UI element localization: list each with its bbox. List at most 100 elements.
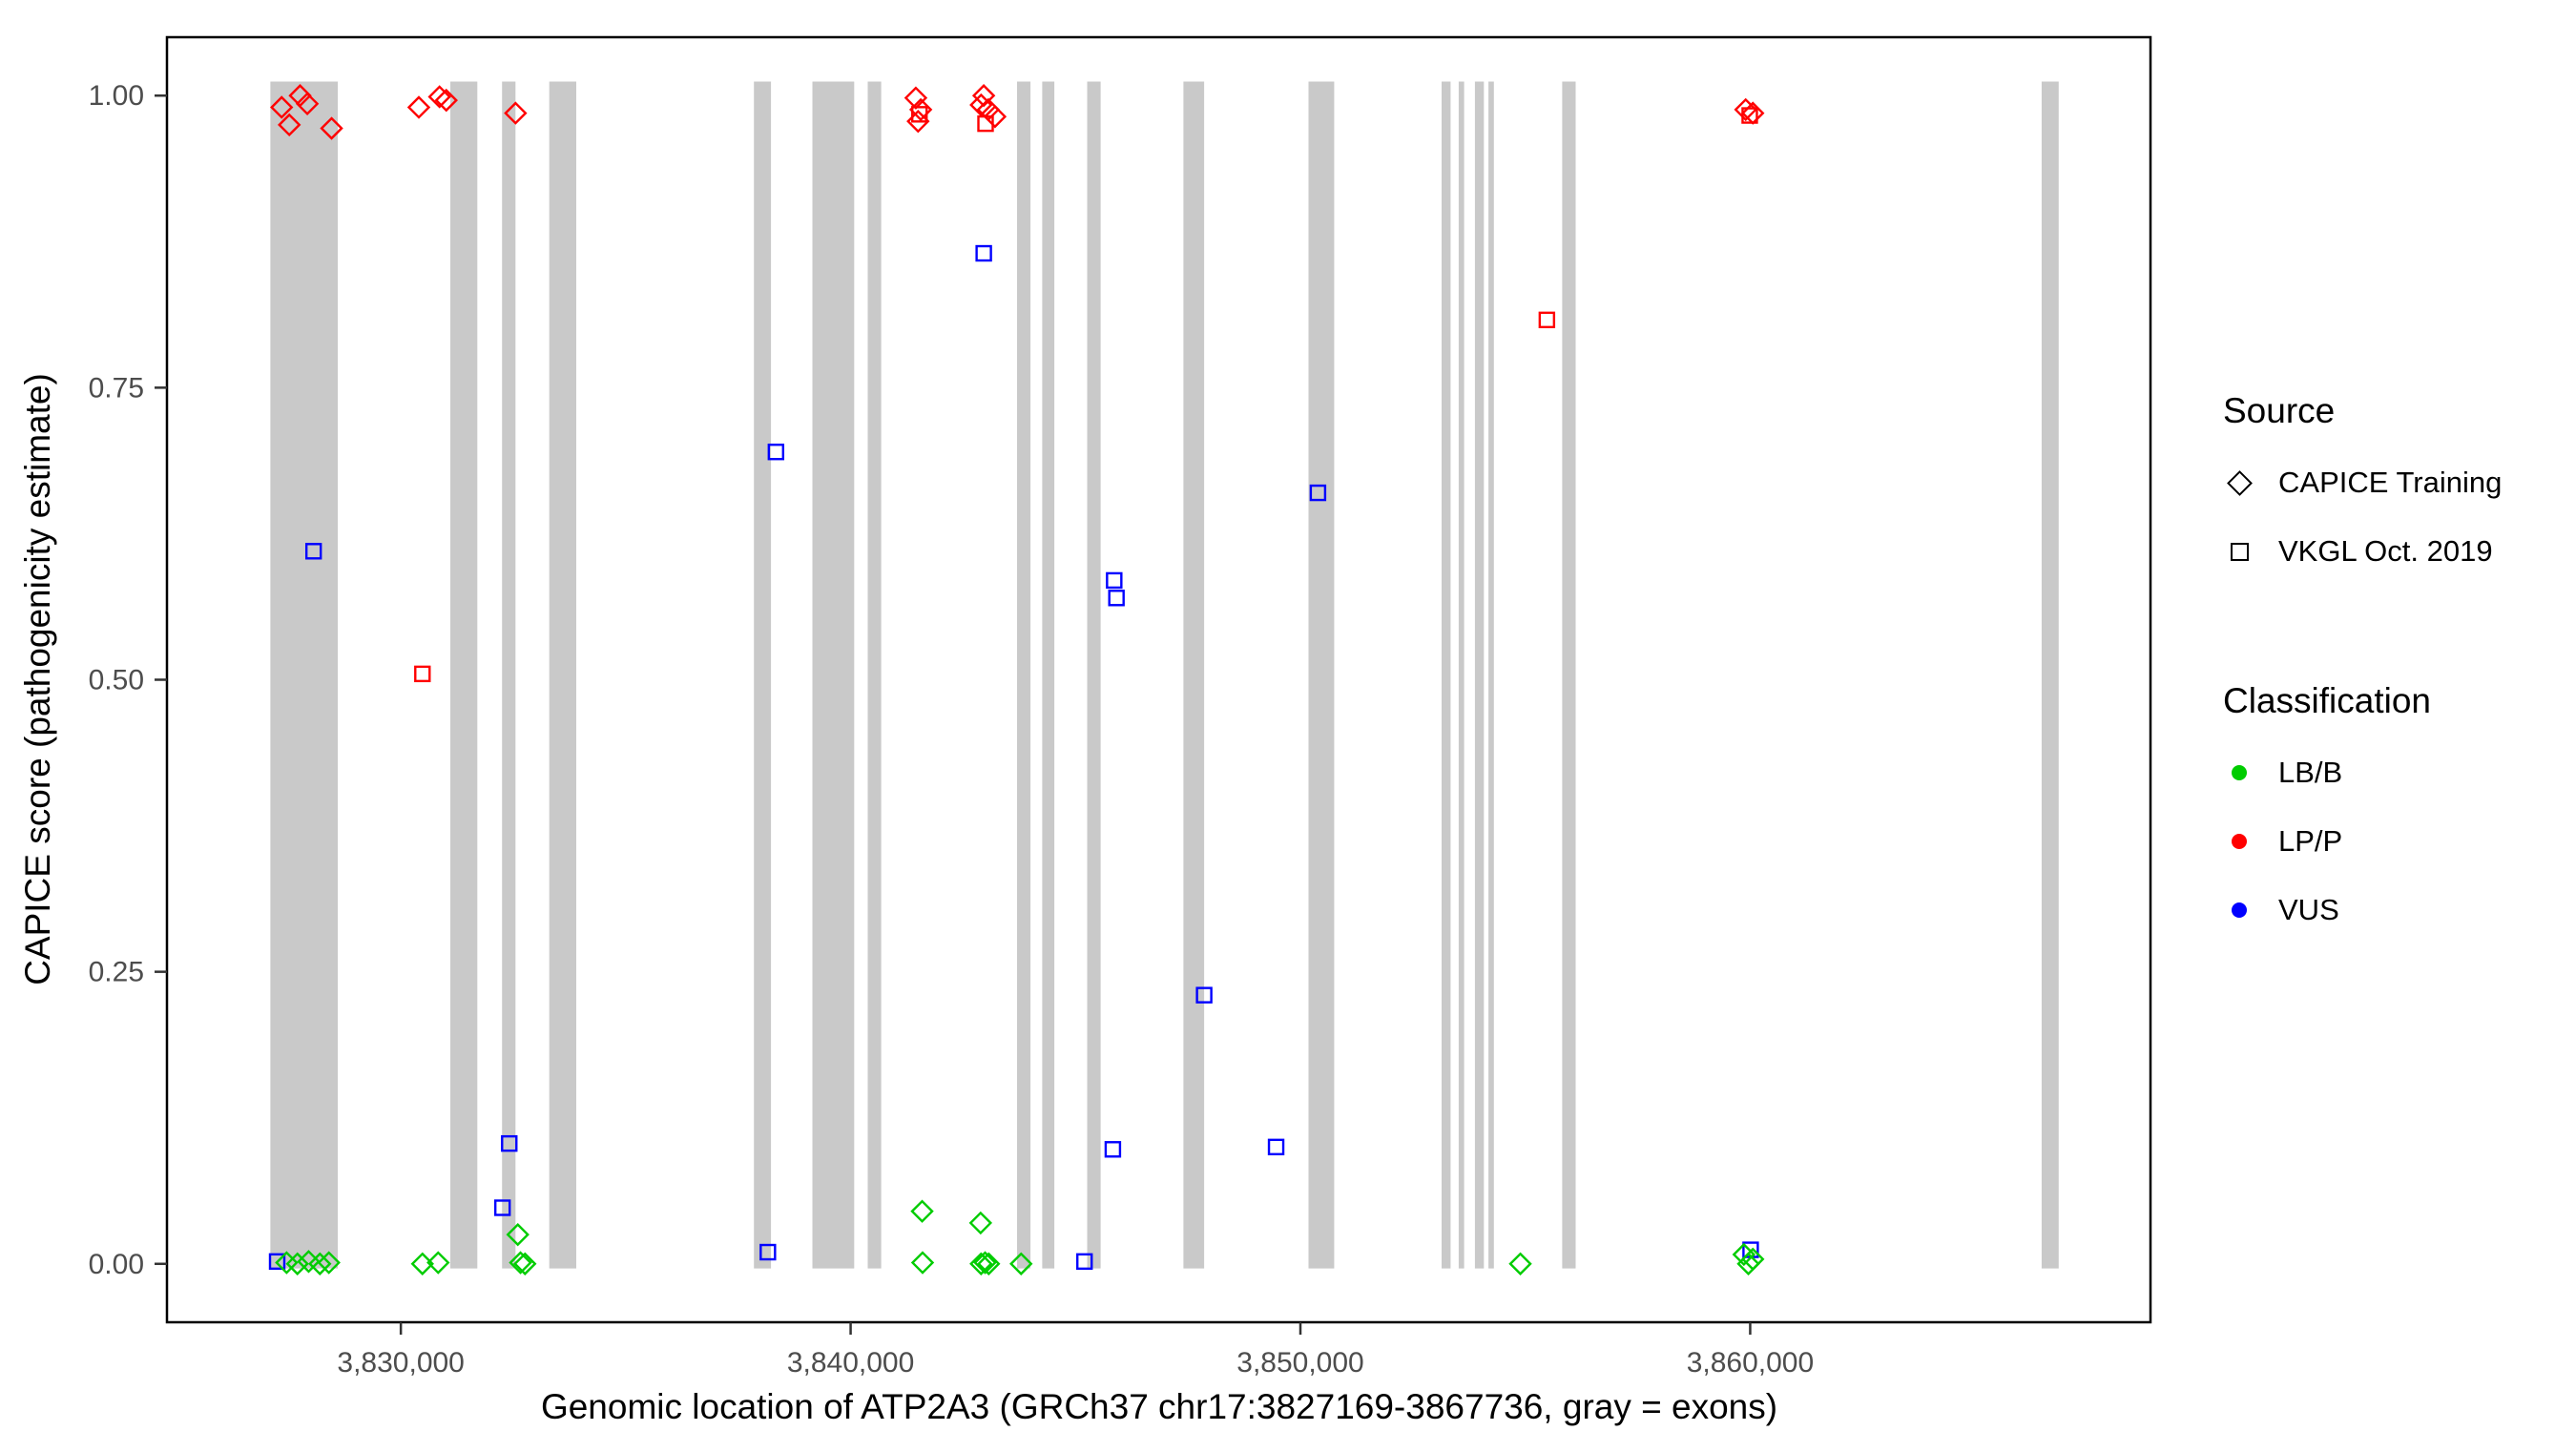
data-point-diamond (977, 1252, 1001, 1275)
exon-bar (549, 81, 576, 1269)
exon-bar (1474, 81, 1485, 1269)
legend-key (2223, 467, 2255, 499)
data-point-square (1195, 986, 1213, 1004)
data-point-square (975, 244, 992, 262)
data-point-diamond (295, 92, 320, 115)
blue-dot-icon (2232, 902, 2247, 918)
exon-bar (2041, 81, 2059, 1269)
data-point-square (268, 1253, 286, 1271)
legend-item-label: VKGL Oct. 2019 (2278, 534, 2493, 568)
data-point-square (759, 1243, 777, 1261)
data-point-diamond (1009, 1252, 1033, 1275)
legend-item-label: LB/B (2278, 756, 2343, 789)
exon-bar (1458, 81, 1465, 1269)
data-point-square (1106, 571, 1123, 590)
data-point-diamond (1736, 1252, 1760, 1275)
data-point-diamond (509, 1251, 532, 1275)
plot-panel (167, 37, 2150, 1322)
exon-bar (1042, 81, 1055, 1269)
legend-item-capice-training: CAPICE Training (2223, 448, 2566, 517)
exon-bar (450, 81, 478, 1269)
square-key-icon (2230, 542, 2249, 561)
legend-item-vus: VUS (2223, 876, 2566, 944)
exon-bar (1087, 81, 1101, 1269)
legend-source-title: Source (2223, 391, 2336, 430)
x-tick-label: 3,860,000 (1687, 1347, 1814, 1379)
exon-bar (1442, 81, 1451, 1269)
legend-item-lbb: LB/B (2223, 738, 2566, 807)
green-dot-icon (2232, 765, 2247, 780)
y-tick-label: 0.25 (89, 957, 144, 988)
data-point-square (1309, 484, 1327, 502)
data-point-diamond (504, 101, 528, 125)
x-axis-title: Genomic location of ATP2A3 (GRCh37 chr17… (541, 1387, 1777, 1426)
data-point-diamond (968, 1211, 993, 1235)
data-point-square (1104, 1141, 1122, 1158)
legend-key (2223, 894, 2255, 926)
data-point-diamond (983, 105, 1008, 129)
data-point-square (414, 665, 431, 683)
exon-bar (502, 81, 516, 1269)
y-axis: 0.00 0.25 0.50 0.75 1.00 (89, 80, 167, 1280)
data-point-diamond (285, 1252, 309, 1275)
data-point-diamond (320, 116, 343, 140)
legend-classification-title: Classification (2223, 681, 2431, 720)
diamond-key-icon (2226, 469, 2253, 496)
legend-key (2223, 757, 2255, 789)
y-axis-title: CAPICE score (pathogenicity estimate) (18, 373, 57, 985)
data-point-square (501, 1134, 518, 1152)
data-point-diamond (426, 1251, 450, 1275)
red-dot-icon (2232, 834, 2247, 849)
x-axis: 3,830,000 3,840,000 3,850,000 3,860,000 (337, 1322, 1814, 1379)
legend-item-lpp: LP/P (2223, 807, 2566, 876)
legend-item-label: VUS (2278, 893, 2339, 926)
y-tick-label: 0.00 (89, 1249, 144, 1280)
data-point-diamond (1734, 97, 1757, 122)
data-point-diamond (910, 1251, 935, 1275)
data-point-square (911, 106, 928, 123)
data-point-square (304, 543, 322, 560)
exon-bar (754, 81, 772, 1269)
data-point-diamond (910, 1199, 934, 1223)
exon-bar (812, 81, 855, 1269)
y-tick-label: 1.00 (89, 80, 144, 112)
legend-item-label: CAPICE Training (2278, 466, 2503, 499)
data-point-diamond (317, 1251, 341, 1275)
legend-key (2223, 535, 2255, 568)
exon-bar (867, 81, 882, 1269)
points-layer (268, 84, 1765, 1275)
data-point-square (1267, 1138, 1285, 1156)
data-point-diamond (406, 95, 431, 119)
exon-bar (1562, 81, 1576, 1269)
legend-item-vkgl: VKGL Oct. 2019 (2223, 517, 2566, 586)
data-point-square (977, 114, 994, 133)
data-point-square (1538, 311, 1556, 329)
x-tick-label: 3,840,000 (787, 1347, 914, 1379)
exon-bar (1308, 81, 1335, 1269)
exon-bar (270, 81, 339, 1269)
data-point-square (493, 1199, 511, 1216)
legend-source: Source CAPICE Training VKGL Oct. 2019 (2223, 391, 2566, 586)
data-point-square (1076, 1253, 1093, 1271)
y-tick-label: 0.75 (89, 372, 144, 404)
data-point-diamond (973, 1251, 997, 1275)
data-point-diamond (1741, 1247, 1765, 1272)
data-point-diamond (969, 1252, 993, 1275)
data-point-diamond (513, 1252, 537, 1275)
exon-bar (1017, 81, 1031, 1269)
legend: Source CAPICE Training VKGL Oct. 2019 Cl… (2223, 391, 2566, 944)
legend-classification: Classification LB/B LP/P VUS (2223, 681, 2566, 944)
data-point-square (1741, 107, 1758, 124)
data-point-diamond (278, 113, 301, 137)
exon-bar (1488, 81, 1494, 1269)
data-point-diamond (308, 1252, 332, 1275)
y-tick-label: 0.50 (89, 665, 144, 696)
legend-item-label: LP/P (2278, 824, 2343, 858)
x-tick-label: 3,830,000 (337, 1347, 464, 1379)
legend-key (2223, 825, 2255, 858)
data-point-diamond (270, 95, 294, 119)
exon-bars (270, 81, 2059, 1269)
data-point-square (1108, 590, 1125, 607)
data-point-diamond (506, 1222, 530, 1247)
